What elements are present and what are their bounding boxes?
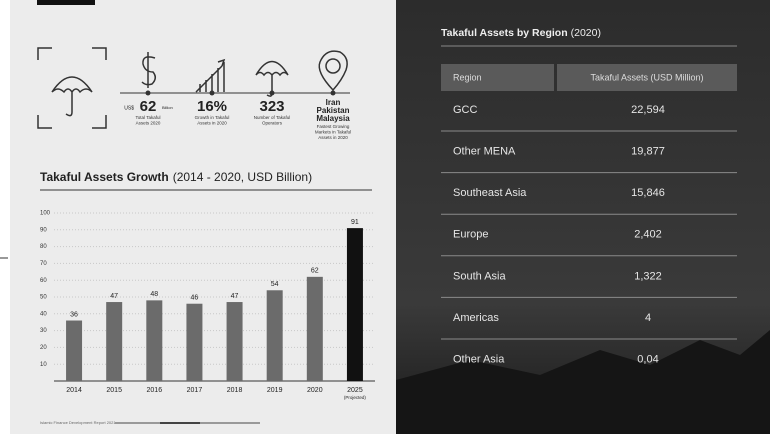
dot bbox=[269, 90, 275, 96]
x-tick-label: 2014 bbox=[66, 387, 82, 394]
stat-value: 323 bbox=[259, 98, 284, 115]
chart-title-main: Takaful Assets Growth bbox=[40, 170, 169, 184]
value-label: 62 bbox=[311, 268, 319, 275]
x-tick-label: 2017 bbox=[187, 387, 203, 394]
assets: 22,594 bbox=[631, 104, 665, 116]
x-tick-label: 2018 bbox=[227, 387, 243, 394]
assets: 4 bbox=[645, 312, 651, 324]
header-text: Region bbox=[453, 72, 482, 82]
region: GCC bbox=[453, 104, 478, 116]
stat-value: 62 bbox=[140, 98, 157, 115]
stat-prefix: US$ bbox=[124, 105, 134, 111]
header-cell bbox=[441, 64, 554, 91]
y-tick-label: 100 bbox=[40, 211, 51, 217]
value-label: 48 bbox=[150, 291, 158, 298]
stat-value: Pakistan bbox=[317, 106, 350, 115]
chart: 10 20 30 40 50 60 70 80 90 100 36 2014 47 2015 48 2016 4… bbox=[40, 211, 375, 400]
table-title-main: Takaful Assets by Region bbox=[441, 27, 568, 39]
footer: Islamic Finance Development Report 2021 bbox=[40, 420, 116, 425]
y-tick-label: 90 bbox=[40, 227, 47, 233]
dot bbox=[330, 90, 336, 96]
chart-subtitle: (2014 - 2020, USD Billion) bbox=[173, 170, 312, 184]
header-cell bbox=[557, 64, 737, 91]
bar bbox=[146, 300, 163, 381]
y-tick-label: 30 bbox=[40, 328, 47, 334]
y-tick-label: 70 bbox=[40, 261, 47, 267]
stat-caption: Total Takaful bbox=[136, 115, 161, 120]
stat-suffix: Billion bbox=[162, 105, 173, 110]
bar bbox=[106, 302, 123, 381]
y-tick-label: 10 bbox=[40, 362, 47, 368]
table-title: Takaful Assets by Region (2020) bbox=[441, 27, 601, 39]
value-label: 46 bbox=[191, 295, 199, 302]
x-tick-label: 2020 bbox=[307, 387, 323, 394]
y-tick-label: 80 bbox=[40, 244, 47, 250]
assets: 19,877 bbox=[631, 146, 665, 158]
chart-title: Takaful Assets Growth (2014 - 2020, USD B… bbox=[40, 170, 312, 184]
stat-caption: Markets in Takaful bbox=[315, 130, 351, 135]
y-tick-label: 50 bbox=[40, 295, 47, 301]
value-label: 91 bbox=[351, 219, 359, 226]
stat-caption: Fastest Growing bbox=[317, 124, 350, 129]
table: Region Takaful Assets (USD Million) GCC 22,… bbox=[441, 64, 737, 366]
x-tick-label: 2025 bbox=[347, 387, 363, 394]
stat-value: Iran bbox=[326, 98, 341, 107]
icons bbox=[37, 47, 348, 129]
region: Europe bbox=[453, 229, 488, 241]
x-tick-label: 2016 bbox=[147, 387, 163, 394]
value-label: 54 bbox=[271, 281, 279, 288]
stat-value: 16% bbox=[197, 98, 227, 115]
stat-caption: Assets in 2020 bbox=[318, 135, 348, 140]
value-label: 36 bbox=[70, 311, 78, 318]
value-label: 47 bbox=[231, 293, 239, 300]
dot bbox=[209, 90, 215, 96]
bar bbox=[306, 276, 323, 381]
bar bbox=[346, 228, 363, 381]
stat-caption: Assets in 2020 bbox=[197, 121, 227, 126]
value-label: 47 bbox=[110, 293, 118, 300]
assets: 1,322 bbox=[634, 270, 662, 282]
bar bbox=[186, 303, 203, 381]
stat-caption: Number of Takaful bbox=[254, 115, 290, 120]
region: South Asia bbox=[453, 270, 506, 282]
bar bbox=[226, 302, 243, 381]
accent-bar bbox=[37, 0, 95, 5]
y-tick-label: 20 bbox=[40, 345, 47, 351]
skyline bbox=[396, 330, 770, 434]
x-tick-note: (Projected) bbox=[344, 395, 367, 400]
assets: 0,04 bbox=[637, 354, 658, 366]
assets: 2,402 bbox=[634, 229, 662, 241]
region: Americas bbox=[453, 312, 499, 324]
stat-caption: Assets 2020 bbox=[136, 121, 161, 126]
bar bbox=[266, 290, 283, 381]
dot bbox=[145, 90, 151, 96]
x-tick-label: 2015 bbox=[106, 387, 122, 394]
assets: 15,846 bbox=[631, 187, 665, 199]
y-tick-label: 40 bbox=[40, 311, 47, 317]
stat-value: Malaysia bbox=[316, 114, 350, 123]
bar bbox=[66, 320, 83, 381]
stat-caption: Operators bbox=[262, 121, 283, 126]
header-text: Takaful Assets (USD Million) bbox=[590, 72, 703, 82]
x-tick-label: 2019 bbox=[267, 387, 283, 394]
stat-caption: Growth in Takaful bbox=[195, 115, 230, 120]
region: Southeast Asia bbox=[453, 187, 527, 199]
table-title-note: (2020) bbox=[571, 27, 601, 39]
region: Other Asia bbox=[453, 354, 505, 366]
y-tick-label: 60 bbox=[40, 278, 47, 284]
region: Other MENA bbox=[453, 146, 516, 158]
